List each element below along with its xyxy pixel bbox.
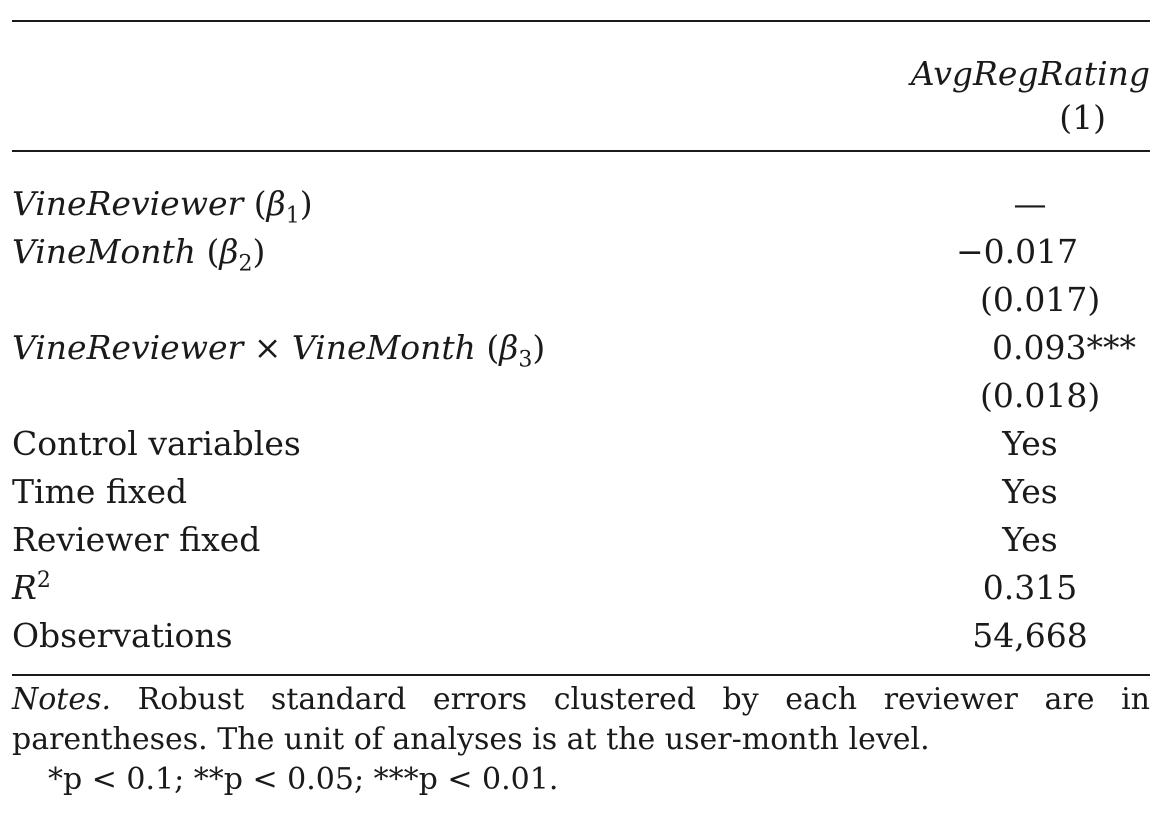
row-value: −0.017: [956, 232, 1079, 271]
row-value: Yes: [1002, 520, 1058, 559]
column-number: (1): [1059, 98, 1106, 137]
table-row: Time fixed Yes: [12, 468, 1150, 516]
row-label: VineReviewer (β1): [12, 184, 313, 229]
table-row: (0.018): [12, 372, 1150, 420]
row-label: R2: [12, 568, 51, 607]
row-label: Time fixed: [12, 472, 188, 511]
table-row: VineReviewer × VineMonth (β3) 0.093***: [12, 324, 1150, 372]
row-value: 54,668: [972, 616, 1088, 655]
significance-legend: *p < 0.1; **p < 0.05; ***p < 0.01.: [48, 762, 559, 797]
table-row: (0.017): [12, 276, 1150, 324]
row-value: —: [1013, 184, 1047, 223]
row-label: Control variables: [12, 424, 301, 463]
row-label: Reviewer fixed: [12, 520, 261, 559]
column-header: AvgRegRating (1): [910, 52, 1150, 140]
notes-line-1: Notes. Robust standard errors clustered …: [12, 682, 1150, 717]
table-body: VineReviewer (β1) — VineMonth (β2) −0.01…: [12, 152, 1150, 660]
table-row: VineMonth (β2) −0.017: [12, 228, 1150, 276]
row-value: Yes: [1002, 424, 1058, 463]
row-label: VineReviewer × VineMonth (β3): [12, 328, 546, 373]
row-value: 0.315: [982, 568, 1078, 607]
row-std-error: (0.017): [980, 280, 1101, 319]
notes-line-2: parentheses. The unit of analyses is at …: [12, 722, 930, 757]
header-rule: [12, 150, 1150, 152]
row-label: Observations: [12, 616, 233, 655]
table-row: Control variables Yes: [12, 420, 1150, 468]
regression-table: AvgRegRating (1) VineReviewer (β1) — Vin…: [12, 20, 1150, 676]
table-row: VineReviewer (β1) —: [12, 180, 1150, 228]
table-row: R2 0.315: [12, 564, 1150, 612]
row-std-error: (0.018): [980, 376, 1101, 415]
table-header: AvgRegRating (1): [12, 22, 1150, 140]
table-notes: Notes. Robust standard errors clustered …: [12, 680, 1150, 800]
top-rule: [12, 20, 1150, 22]
bottom-rule: [12, 674, 1150, 676]
table-row: Observations 54,668: [12, 612, 1150, 660]
row-label: VineMonth (β2): [12, 232, 266, 277]
row-value: Yes: [1002, 472, 1058, 511]
row-value: 0.093***: [992, 328, 1136, 367]
table-row: Reviewer fixed Yes: [12, 516, 1150, 564]
dependent-variable: AvgRegRating: [910, 54, 1150, 93]
